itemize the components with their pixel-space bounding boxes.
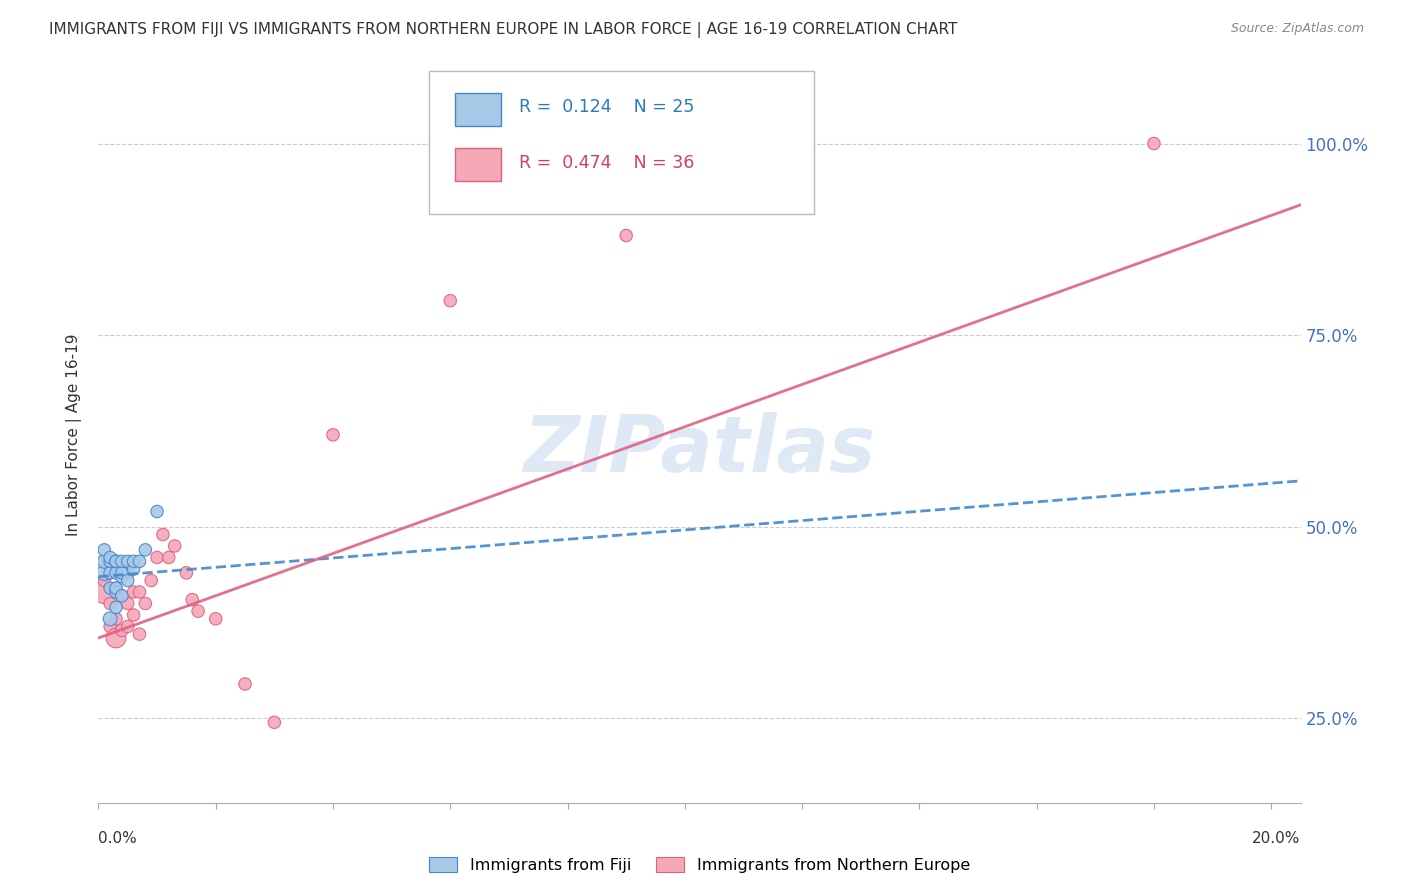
Text: 20.0%: 20.0% <box>1253 831 1301 846</box>
FancyBboxPatch shape <box>429 70 814 214</box>
Point <box>105 600 128 615</box>
Point <box>93 554 115 568</box>
Point <box>117 597 139 611</box>
Point <box>98 619 121 633</box>
Point <box>105 554 128 568</box>
Point <box>122 607 145 622</box>
Point <box>111 569 134 583</box>
Point <box>93 574 115 588</box>
Bar <box>456 148 501 181</box>
Point <box>105 566 128 580</box>
Point <box>105 631 128 645</box>
Point <box>111 624 134 638</box>
Point <box>128 627 150 641</box>
Y-axis label: In Labor Force | Age 16-19: In Labor Force | Age 16-19 <box>66 334 83 536</box>
Point <box>117 554 139 568</box>
Point <box>93 554 115 568</box>
Point <box>439 293 461 308</box>
Point <box>128 585 150 599</box>
Point <box>122 585 145 599</box>
Point <box>146 504 169 518</box>
Legend: Immigrants from Fiji, Immigrants from Northern Europe: Immigrants from Fiji, Immigrants from No… <box>422 851 977 880</box>
Point <box>141 574 163 588</box>
Point <box>105 554 128 568</box>
Text: 0.0%: 0.0% <box>98 831 138 846</box>
Point <box>181 592 204 607</box>
Point <box>117 574 139 588</box>
Text: R =  0.124    N = 25: R = 0.124 N = 25 <box>519 98 695 116</box>
Point <box>263 715 285 730</box>
Point <box>163 539 186 553</box>
Point <box>117 619 139 633</box>
Point <box>122 562 145 576</box>
Point <box>111 562 134 576</box>
Point <box>98 566 121 580</box>
Point <box>134 597 156 611</box>
Point <box>93 542 115 557</box>
Point <box>105 581 128 595</box>
Point <box>111 589 134 603</box>
Text: ZIPatlas: ZIPatlas <box>523 411 876 488</box>
Text: IMMIGRANTS FROM FIJI VS IMMIGRANTS FROM NORTHERN EUROPE IN LABOR FORCE | AGE 16-: IMMIGRANTS FROM FIJI VS IMMIGRANTS FROM … <box>49 22 957 38</box>
Point <box>93 566 115 580</box>
Point <box>105 581 128 595</box>
Point <box>111 554 134 568</box>
Point <box>204 612 226 626</box>
Point <box>93 585 115 599</box>
Point <box>98 554 121 568</box>
Point <box>117 566 139 580</box>
Point <box>98 612 121 626</box>
Point <box>187 604 209 618</box>
Point <box>233 677 256 691</box>
Point <box>98 566 121 580</box>
Point <box>122 554 145 568</box>
Point <box>322 428 344 442</box>
Point <box>105 612 128 626</box>
Point <box>105 554 128 568</box>
Point <box>98 550 121 565</box>
Point <box>152 527 174 541</box>
Point <box>128 554 150 568</box>
Point <box>111 589 134 603</box>
Point <box>1143 136 1166 151</box>
Point <box>614 228 637 243</box>
Text: R =  0.474    N = 36: R = 0.474 N = 36 <box>519 153 695 171</box>
Point <box>157 550 180 565</box>
Bar <box>456 93 501 126</box>
Point <box>98 581 121 595</box>
Point <box>176 566 198 580</box>
Point <box>111 566 134 580</box>
Point <box>134 542 156 557</box>
Text: Source: ZipAtlas.com: Source: ZipAtlas.com <box>1230 22 1364 36</box>
Point <box>105 585 128 599</box>
Point <box>146 550 169 565</box>
Point <box>98 597 121 611</box>
